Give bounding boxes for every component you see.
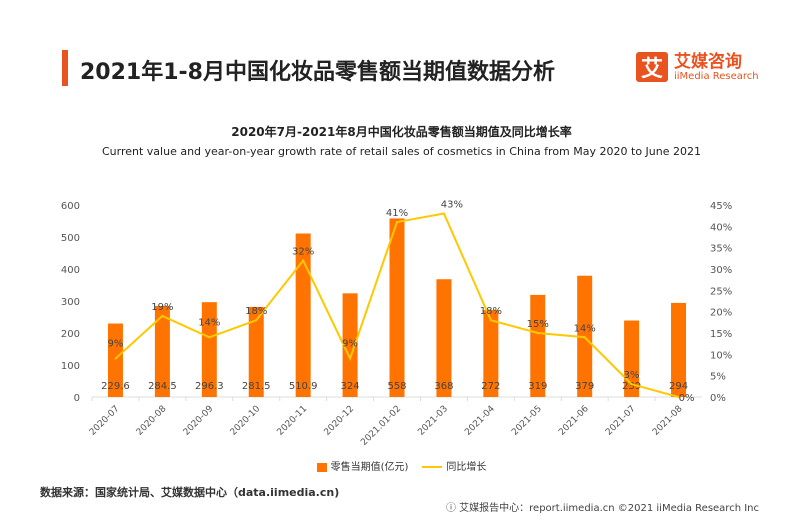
source-note: 数据来源：国家统计局、艾媒数据中心（data.iimedia.cn) — [40, 486, 340, 499]
x-tick-label: 2021-07 — [604, 404, 638, 438]
x-tick-label: 2021-06 — [557, 404, 591, 438]
bar — [483, 309, 499, 397]
left-tick-label: 600 — [61, 201, 80, 212]
page-title: 2021年1-8月中国化妆品零售额当期值数据分析 — [80, 60, 555, 85]
bar — [389, 218, 405, 397]
left-tick-label: 0 — [74, 393, 80, 404]
x-tick-label: 2020-08 — [135, 404, 169, 438]
growth-point — [536, 332, 539, 334]
logo-cn: 艾媒咨询 — [674, 51, 742, 72]
bar — [295, 233, 311, 397]
right-tick-label: 45% — [710, 201, 732, 212]
growth-point — [677, 396, 680, 398]
growth-point — [396, 221, 398, 224]
growth-label: 32% — [292, 246, 314, 257]
left-tick-label: 300 — [61, 297, 80, 308]
right-tick-label: 5% — [710, 372, 726, 383]
growth-point — [208, 336, 211, 339]
bar-value-label: 272 — [481, 381, 500, 392]
x-tick-label: 2021.01-02 — [359, 404, 403, 448]
growth-label: 18% — [480, 306, 502, 317]
x-tick-label: 2020-12 — [323, 404, 357, 438]
growth-label: 18% — [245, 306, 267, 317]
title-accent-bar — [62, 50, 68, 86]
growth-label: 41% — [386, 208, 408, 219]
logo: 艾 艾媒咨询 iiMedia Research — [636, 52, 759, 82]
x-tick-label: 2020-10 — [229, 404, 263, 438]
bar-value-label: 324 — [341, 381, 360, 392]
bar — [436, 279, 452, 397]
growth-point — [349, 357, 352, 360]
x-tick-label: 2021-04 — [463, 404, 497, 438]
left-tick-label: 400 — [61, 265, 80, 276]
growth-point — [161, 314, 164, 317]
x-tick-label: 2021-08 — [651, 404, 685, 438]
chart-subtitle: Current value and year-on-year growth ra… — [101, 145, 701, 158]
bar-value-label: 510.9 — [289, 381, 318, 392]
x-tick-label: 2020-09 — [182, 404, 216, 438]
bar — [107, 323, 123, 397]
growth-point — [442, 212, 445, 215]
right-tick-label: 35% — [710, 244, 732, 255]
right-tick-label: 10% — [710, 350, 732, 361]
left-tick-label: 500 — [61, 233, 80, 244]
bar — [154, 305, 170, 397]
right-tick-label: 30% — [710, 265, 732, 276]
bar-value-label: 294 — [669, 381, 688, 392]
bar-value-label: 379 — [575, 381, 594, 392]
growth-label: 0% — [679, 393, 695, 404]
bar-value-label: 296.3 — [195, 381, 224, 392]
bar — [624, 320, 640, 397]
growth-point — [114, 357, 117, 360]
right-tick-label: 15% — [710, 329, 732, 340]
bar — [342, 293, 358, 397]
bar-value-label: 281.5 — [242, 381, 271, 392]
growth-label: 3% — [624, 370, 640, 381]
legend-bar: 零售当期值(亿元) — [316, 458, 408, 473]
right-tick-label: 0% — [710, 393, 726, 404]
bar-value-label: 319 — [528, 381, 547, 392]
growth-label: 14% — [574, 323, 596, 334]
growth-label: 15% — [527, 319, 549, 330]
growth-label: 9% — [108, 339, 124, 350]
bar-value-label: 558 — [387, 381, 406, 392]
x-tick-label: 2021-03 — [416, 404, 450, 438]
bar — [201, 302, 217, 397]
bar — [671, 302, 687, 397]
copyright: ⓘ 艾媒报告中心：report.iimedia.cn ©2021 iiMedia… — [445, 503, 759, 514]
logo-en: iiMedia Research — [674, 70, 759, 82]
bar-value-label: 284.5 — [148, 381, 177, 392]
left-tick-label: 100 — [61, 361, 80, 372]
logo-icon: 艾 — [636, 52, 668, 82]
growth-label: 9% — [342, 339, 358, 350]
growth-point — [255, 319, 258, 322]
bar-value-label: 239 — [622, 381, 641, 392]
bar-value-label: 368 — [434, 381, 453, 392]
chart-title: 2020年7月-2021年8月中国化妆品零售额当期值及同比增长率 — [231, 125, 572, 139]
bar — [248, 306, 264, 397]
right-tick-label: 20% — [710, 308, 732, 319]
right-tick-label: 25% — [710, 286, 732, 297]
growth-point — [583, 336, 586, 339]
right-tick-label: 40% — [710, 222, 732, 233]
growth-label: 14% — [198, 317, 220, 328]
left-tick-label: 200 — [61, 329, 80, 340]
growth-point — [630, 383, 633, 386]
x-tick-label: 2020-11 — [276, 404, 310, 438]
growth-label: 19% — [151, 302, 173, 313]
growth-label: 43% — [441, 200, 463, 211]
growth-point — [302, 259, 305, 262]
x-tick-label: 2020-07 — [88, 404, 122, 438]
legend: 零售当期值(亿元) 同比增长 — [0, 458, 803, 473]
bar — [530, 294, 546, 397]
growth-point — [489, 319, 492, 322]
bar-value-label: 229.6 — [101, 381, 130, 392]
x-tick-label: 2021-05 — [510, 404, 544, 438]
legend-line: 同比增长 — [422, 458, 486, 473]
